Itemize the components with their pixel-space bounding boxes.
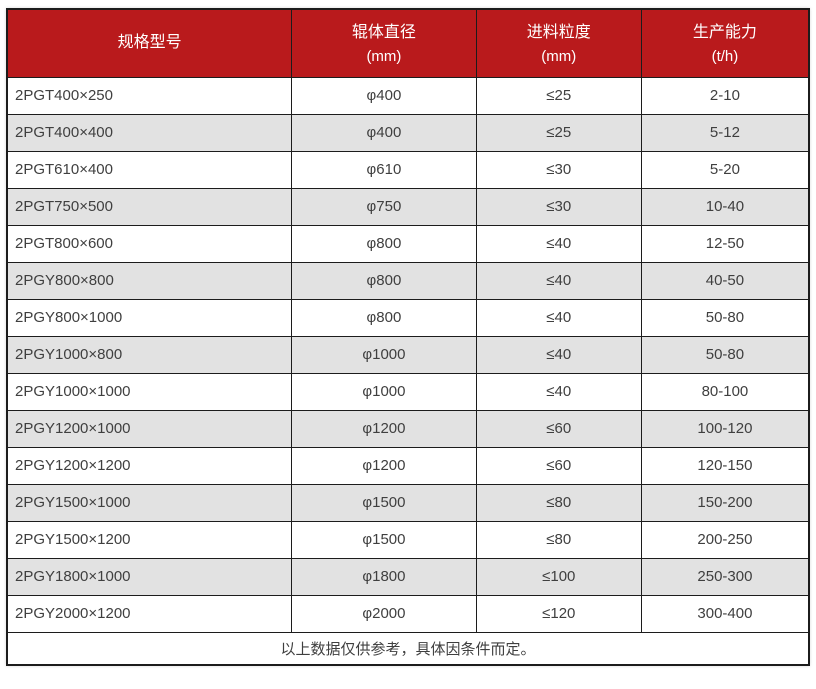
table-row: 2PGT800×600 φ800 ≤40 12-50 bbox=[6, 224, 810, 263]
cell-capacity: 250-300 bbox=[640, 557, 810, 596]
spec-table: 规格型号 辊体直径 (mm) 进料粒度 (mm) 生产能力 (t/h) 2PGT400×25… bbox=[6, 8, 810, 666]
cell-feed-size: ≤120 bbox=[475, 594, 642, 633]
cell-capacity: 5-20 bbox=[640, 150, 810, 189]
cell-feed-size: ≤40 bbox=[475, 261, 642, 300]
cell-capacity: 300-400 bbox=[640, 594, 810, 633]
cell-roller-diameter: φ1000 bbox=[291, 335, 477, 374]
cell-roller-diameter: φ1500 bbox=[291, 483, 477, 522]
header-label: 生产能力 bbox=[692, 24, 757, 42]
cell-roller-diameter: φ1200 bbox=[291, 409, 477, 448]
table-header: 规格型号 辊体直径 (mm) 进料粒度 (mm) 生产能力 (t/h) bbox=[6, 8, 810, 78]
cell-model: 2PGY1000×1000 bbox=[6, 372, 293, 411]
cell-model: 2PGY1200×1000 bbox=[6, 409, 293, 448]
cell-model: 2PGY1200×1200 bbox=[6, 446, 293, 485]
cell-model: 2PGY800×800 bbox=[6, 261, 293, 300]
footnote-row: 以上数据仅供参考，具体因条件而定。 bbox=[6, 631, 810, 666]
table-row: 2PGT750×500 φ750 ≤30 10-40 bbox=[6, 187, 810, 226]
cell-feed-size: ≤40 bbox=[475, 372, 642, 411]
cell-feed-size: ≤40 bbox=[475, 335, 642, 374]
cell-capacity: 200-250 bbox=[640, 520, 810, 559]
table-row: 2PGY1200×1000 φ1200 ≤60 100-120 bbox=[6, 409, 810, 448]
header-label: 进料粒度 bbox=[526, 24, 591, 42]
cell-roller-diameter: φ1000 bbox=[291, 372, 477, 411]
cell-roller-diameter: φ1200 bbox=[291, 446, 477, 485]
table-row: 2PGT400×400 φ400 ≤25 5-12 bbox=[6, 113, 810, 152]
cell-roller-diameter: φ800 bbox=[291, 261, 477, 300]
cell-model: 2PGY1000×800 bbox=[6, 335, 293, 374]
header-capacity: 生产能力 (t/h) bbox=[640, 8, 810, 78]
cell-capacity: 80-100 bbox=[640, 372, 810, 411]
table-row: 2PGT400×250 φ400 ≤25 2-10 bbox=[6, 76, 810, 115]
table-footnote: 以上数据仅供参考，具体因条件而定。 bbox=[6, 631, 810, 666]
cell-capacity: 150-200 bbox=[640, 483, 810, 522]
cell-capacity: 50-80 bbox=[640, 298, 810, 337]
cell-capacity: 50-80 bbox=[640, 335, 810, 374]
table-row: 2PGT610×400 φ610 ≤30 5-20 bbox=[6, 150, 810, 189]
cell-feed-size: ≤60 bbox=[475, 409, 642, 448]
cell-model: 2PGT400×250 bbox=[6, 76, 293, 115]
cell-capacity: 120-150 bbox=[640, 446, 810, 485]
cell-model: 2PGT750×500 bbox=[6, 187, 293, 226]
cell-roller-diameter: φ400 bbox=[291, 113, 477, 152]
cell-model: 2PGT400×400 bbox=[6, 113, 293, 152]
header-model: 规格型号 bbox=[6, 8, 293, 78]
cell-roller-diameter: φ2000 bbox=[291, 594, 477, 633]
cell-roller-diameter: φ750 bbox=[291, 187, 477, 226]
table-row: 2PGY1500×1000 φ1500 ≤80 150-200 bbox=[6, 483, 810, 522]
cell-feed-size: ≤80 bbox=[475, 483, 642, 522]
header-unit: (mm) bbox=[366, 47, 402, 65]
cell-capacity: 12-50 bbox=[640, 224, 810, 263]
table-row: 2PGY1000×800 φ1000 ≤40 50-80 bbox=[6, 335, 810, 374]
cell-model: 2PGY1800×1000 bbox=[6, 557, 293, 596]
cell-model: 2PGT610×400 bbox=[6, 150, 293, 189]
table-row: 2PGY1000×1000 φ1000 ≤40 80-100 bbox=[6, 372, 810, 411]
header-row: 规格型号 辊体直径 (mm) 进料粒度 (mm) 生产能力 (t/h) bbox=[6, 8, 810, 78]
header-label: 规格型号 bbox=[117, 34, 182, 52]
cell-roller-diameter: φ610 bbox=[291, 150, 477, 189]
table-row: 2PGY800×1000 φ800 ≤40 50-80 bbox=[6, 298, 810, 337]
cell-capacity: 40-50 bbox=[640, 261, 810, 300]
header-unit: (t/h) bbox=[711, 47, 739, 65]
cell-feed-size: ≤100 bbox=[475, 557, 642, 596]
cell-feed-size: ≤40 bbox=[475, 298, 642, 337]
header-label: 辊体直径 bbox=[351, 24, 416, 42]
cell-roller-diameter: φ800 bbox=[291, 298, 477, 337]
cell-roller-diameter: φ800 bbox=[291, 224, 477, 263]
cell-feed-size: ≤30 bbox=[475, 187, 642, 226]
cell-feed-size: ≤25 bbox=[475, 76, 642, 115]
table-row: 2PGY1200×1200 φ1200 ≤60 120-150 bbox=[6, 446, 810, 485]
cell-capacity: 100-120 bbox=[640, 409, 810, 448]
cell-feed-size: ≤80 bbox=[475, 520, 642, 559]
cell-feed-size: ≤30 bbox=[475, 150, 642, 189]
table-row: 2PGY1800×1000 φ1800 ≤100 250-300 bbox=[6, 557, 810, 596]
header-roller-diameter: 辊体直径 (mm) bbox=[291, 8, 477, 78]
table-footer: 以上数据仅供参考，具体因条件而定。 bbox=[6, 631, 810, 666]
cell-model: 2PGY1500×1200 bbox=[6, 520, 293, 559]
header-unit: (mm) bbox=[541, 47, 577, 65]
cell-model: 2PGY800×1000 bbox=[6, 298, 293, 337]
cell-feed-size: ≤60 bbox=[475, 446, 642, 485]
cell-feed-size: ≤40 bbox=[475, 224, 642, 263]
cell-roller-diameter: φ1800 bbox=[291, 557, 477, 596]
cell-model: 2PGY2000×1200 bbox=[6, 594, 293, 633]
table-row: 2PGY1500×1200 φ1500 ≤80 200-250 bbox=[6, 520, 810, 559]
cell-roller-diameter: φ400 bbox=[291, 76, 477, 115]
table-row: 2PGY2000×1200 φ2000 ≤120 300-400 bbox=[6, 594, 810, 633]
cell-feed-size: ≤25 bbox=[475, 113, 642, 152]
cell-model: 2PGT800×600 bbox=[6, 224, 293, 263]
cell-model: 2PGY1500×1000 bbox=[6, 483, 293, 522]
cell-roller-diameter: φ1500 bbox=[291, 520, 477, 559]
cell-capacity: 2-10 bbox=[640, 76, 810, 115]
table-body: 2PGT400×250 φ400 ≤25 2-10 2PGT400×400 φ400 ≤25… bbox=[6, 76, 810, 633]
cell-capacity: 5-12 bbox=[640, 113, 810, 152]
cell-capacity: 10-40 bbox=[640, 187, 810, 226]
table-row: 2PGY800×800 φ800 ≤40 40-50 bbox=[6, 261, 810, 300]
header-feed-size: 进料粒度 (mm) bbox=[475, 8, 642, 78]
